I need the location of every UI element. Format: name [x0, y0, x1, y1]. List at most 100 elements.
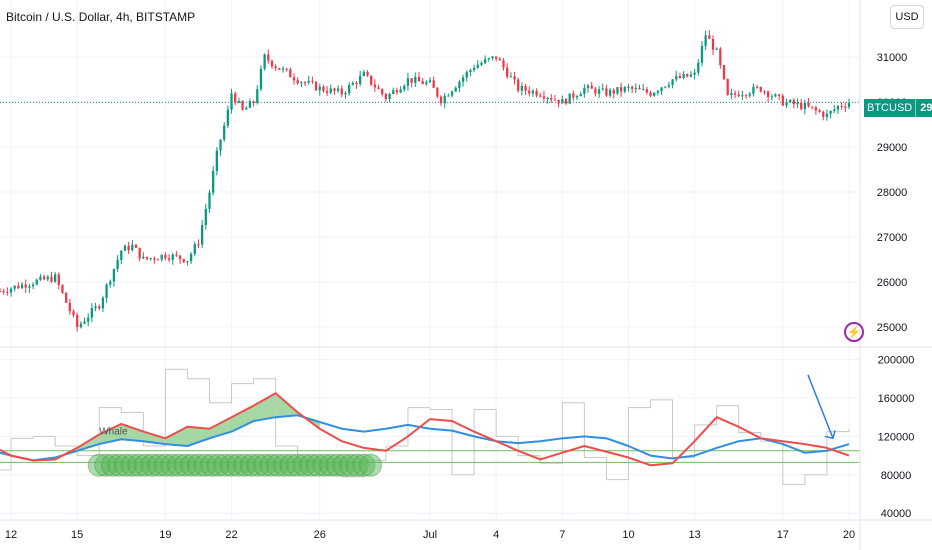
candle-body — [318, 86, 321, 91]
candle-body — [230, 93, 233, 110]
ticker-price: 29992 — [916, 99, 932, 117]
candle-body — [608, 89, 612, 96]
x-tick-label: 4 — [493, 529, 499, 541]
candle-body — [167, 258, 171, 260]
candle-body — [259, 68, 263, 90]
candle-body — [24, 284, 27, 288]
candle-body — [381, 89, 384, 95]
candle-body — [256, 89, 259, 103]
candle-body — [414, 76, 417, 83]
candle-body — [175, 254, 178, 256]
candle-body — [755, 86, 759, 88]
x-tick-label: 22 — [225, 529, 237, 541]
candle-body — [664, 86, 667, 88]
candle-body — [160, 254, 163, 260]
candle-body — [20, 284, 24, 289]
candle-body — [671, 79, 674, 86]
candle-body — [506, 67, 509, 77]
candle-body — [847, 103, 851, 107]
candle-body — [733, 93, 737, 95]
candle-body — [292, 77, 296, 81]
candle-body — [13, 285, 16, 289]
candle-body — [432, 80, 435, 88]
candle-body — [465, 72, 468, 78]
candle-body — [579, 94, 582, 97]
x-tick-label: 13 — [688, 529, 700, 541]
candle-body — [314, 81, 318, 91]
candle-body — [715, 48, 718, 50]
x-tick-label: 12 — [5, 529, 17, 541]
candle-body — [417, 76, 421, 82]
candle-body — [90, 308, 94, 318]
candle-body — [586, 85, 590, 88]
candle-body — [461, 77, 465, 82]
candle-body — [399, 89, 402, 93]
candle-body — [697, 62, 700, 73]
candle-body — [638, 87, 641, 90]
candle-body — [568, 93, 571, 104]
candle-body — [800, 102, 803, 110]
candle-body — [825, 113, 829, 117]
candle-body — [79, 323, 82, 328]
candle-body — [469, 70, 472, 73]
candle-body — [844, 106, 847, 108]
candle-body — [483, 59, 487, 64]
candle-body — [619, 87, 623, 92]
candle-body — [450, 91, 454, 96]
candle-body — [219, 139, 222, 151]
x-tick-label: 7 — [559, 529, 565, 541]
indicator-tick-label: 120000 — [878, 431, 915, 443]
candle-body — [737, 94, 740, 97]
candle-body — [781, 95, 784, 106]
candle-body — [704, 35, 707, 46]
candle-body — [634, 87, 637, 89]
candle-body — [796, 102, 799, 105]
candle-body — [340, 88, 343, 95]
candle-body — [686, 73, 689, 77]
candle-body — [498, 58, 501, 61]
candle-body — [458, 81, 461, 88]
candle-body — [270, 60, 274, 67]
candle-body — [682, 73, 685, 78]
candle-body — [439, 96, 443, 104]
candle-body — [333, 88, 336, 91]
candle-body — [388, 93, 391, 100]
candle-body — [811, 106, 814, 108]
candle-body — [711, 38, 715, 50]
x-tick-label: 17 — [777, 529, 789, 541]
candle-body — [252, 101, 255, 103]
indicator-tick-label: 200000 — [878, 355, 915, 367]
candle-body — [546, 98, 549, 100]
candle-body — [223, 125, 226, 140]
candle-body — [759, 87, 762, 92]
candle-body — [138, 247, 141, 259]
candle-body — [46, 276, 49, 280]
candle-body — [17, 285, 20, 289]
candle-body — [583, 87, 586, 95]
price-tick-label: 29000 — [877, 142, 908, 154]
candle-body — [678, 75, 682, 78]
candle-body — [822, 111, 825, 117]
candle-body — [278, 68, 281, 70]
lightning-bolt-icon[interactable]: ⚡ — [844, 322, 864, 342]
currency-button[interactable]: USD — [890, 5, 924, 29]
ticker-symbol: BTCUSD — [864, 99, 917, 117]
candle-body — [153, 258, 156, 260]
candle-body — [171, 254, 174, 260]
candle-body — [509, 76, 512, 78]
candle-body — [744, 95, 748, 97]
candle-body — [531, 90, 535, 94]
candle-body — [336, 88, 340, 91]
candle-body — [76, 315, 79, 328]
candle-body — [502, 60, 505, 68]
candle-body — [601, 88, 604, 90]
candle-body — [660, 87, 663, 92]
candle-body — [542, 96, 546, 99]
candle-body — [186, 261, 189, 263]
candle-body — [156, 259, 160, 261]
candle-body — [348, 85, 351, 94]
candle-body — [355, 83, 358, 85]
candle-body — [274, 66, 277, 69]
